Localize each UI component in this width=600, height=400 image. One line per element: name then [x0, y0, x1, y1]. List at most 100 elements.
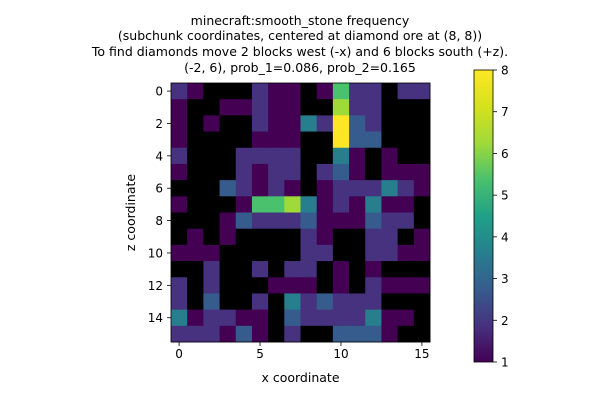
heatmap-cell — [284, 228, 301, 246]
heatmap-cell — [219, 325, 237, 343]
colorbar-tick-label: 8 — [501, 64, 509, 78]
heatmap-cell — [332, 261, 350, 278]
heatmap-cell — [397, 244, 415, 262]
heatmap-cell — [268, 196, 285, 213]
heatmap-cell — [235, 228, 253, 246]
heatmap-cell — [219, 163, 237, 181]
heatmap-cell — [268, 309, 285, 327]
heatmap-cell — [397, 261, 415, 278]
heatmap-cell — [397, 180, 415, 197]
heatmap-cell — [397, 309, 415, 327]
heatmap-cell — [316, 309, 334, 327]
heatmap-cell — [365, 115, 382, 132]
heatmap-cell — [381, 180, 399, 197]
heatmap-cell — [268, 147, 285, 165]
heatmap-cell — [332, 277, 350, 294]
heatmap-cell — [413, 277, 431, 294]
heatmap-cell — [268, 244, 285, 262]
heatmap-cell — [413, 228, 431, 246]
heatmap-cell — [219, 180, 237, 197]
heatmap-cell — [235, 244, 253, 262]
heatmap-cell — [397, 163, 415, 181]
heatmap-cell — [235, 83, 253, 100]
plot-frame — [170, 82, 431, 343]
heatmap-cell — [300, 180, 318, 197]
y-tick-label: 2 — [155, 117, 163, 131]
heatmap-cell — [203, 180, 220, 197]
heatmap-cell — [171, 99, 188, 116]
heatmap-cell — [187, 212, 204, 230]
heatmap-cell — [365, 196, 382, 213]
heatmap-cell — [219, 83, 237, 100]
heatmap-cell — [413, 163, 431, 181]
title-line-3: To find diamonds move 2 blocks west (-x)… — [91, 44, 509, 59]
heatmap-cell — [316, 99, 334, 116]
x-tick-label: 10 — [333, 347, 348, 361]
heatmap-cell — [349, 131, 366, 149]
heatmap-cell — [316, 325, 334, 343]
heatmap-cell — [171, 228, 188, 246]
colorbar-tick-label: 7 — [501, 105, 509, 119]
heatmap-cell — [235, 163, 253, 181]
heatmap-cell — [316, 180, 334, 197]
heatmap-cell — [187, 277, 204, 294]
heatmap-cell — [365, 293, 382, 311]
heatmap-cell — [316, 83, 334, 100]
heatmap-cell — [219, 261, 237, 278]
heatmap-cell — [203, 277, 220, 294]
heatmap-cell — [187, 309, 204, 327]
heatmap-cell — [284, 180, 301, 197]
heatmap-cell — [300, 99, 318, 116]
heatmap-cell — [284, 309, 301, 327]
heatmap-cell — [332, 131, 350, 149]
heatmap-cell — [268, 180, 285, 197]
heatmap-cell — [268, 99, 285, 116]
heatmap-cell — [219, 277, 237, 294]
heatmap-cell — [235, 261, 253, 278]
heatmap-cell — [203, 99, 220, 116]
heatmap-cell — [219, 228, 237, 246]
colorbar-tick-label: 4 — [501, 230, 509, 244]
heatmap-cell — [365, 163, 382, 181]
heatmap-cell — [187, 293, 204, 311]
heatmap-cell — [300, 277, 318, 294]
heatmap-cell — [187, 99, 204, 116]
colorbar — [473, 69, 494, 363]
heatmap-cell — [332, 228, 350, 246]
heatmap-cell — [203, 147, 220, 165]
heatmap-cell — [251, 99, 269, 116]
heatmap-cell — [413, 115, 431, 132]
heatmap-cell — [203, 309, 220, 327]
heatmap-cell — [300, 163, 318, 181]
y-tick-label: 0 — [155, 85, 163, 99]
heatmap-cell — [251, 309, 269, 327]
heatmap-cell — [316, 212, 334, 230]
heatmap-cell — [268, 277, 285, 294]
heatmap-cell — [268, 83, 285, 100]
heatmap-cell — [413, 147, 431, 165]
heatmap-cell — [251, 293, 269, 311]
heatmap-cell — [171, 244, 188, 262]
heatmap-cell — [332, 212, 350, 230]
heatmap-cell — [300, 293, 318, 311]
heatmap-cell — [203, 163, 220, 181]
heatmap-cell — [381, 228, 399, 246]
heatmap-cell — [397, 83, 415, 100]
heatmap-cell — [365, 147, 382, 165]
heatmap-cell — [171, 293, 188, 311]
y-tick-label: 6 — [155, 182, 163, 196]
heatmap-cell — [413, 212, 431, 230]
heatmap-cell — [187, 325, 204, 343]
heatmap-cell — [251, 131, 269, 149]
heatmap-cell — [235, 196, 253, 213]
heatmap-cell — [268, 228, 285, 246]
heatmap-cell — [397, 115, 415, 132]
heatmap-cell — [284, 147, 301, 165]
heatmap-cell — [284, 261, 301, 278]
heatmap-cell — [187, 115, 204, 132]
heatmap-cell — [187, 196, 204, 213]
heatmap-cell — [349, 180, 366, 197]
heatmap-cell — [349, 147, 366, 165]
colorbar-tick-label: 5 — [501, 189, 509, 203]
x-axis-label: x coordinate — [261, 370, 339, 385]
